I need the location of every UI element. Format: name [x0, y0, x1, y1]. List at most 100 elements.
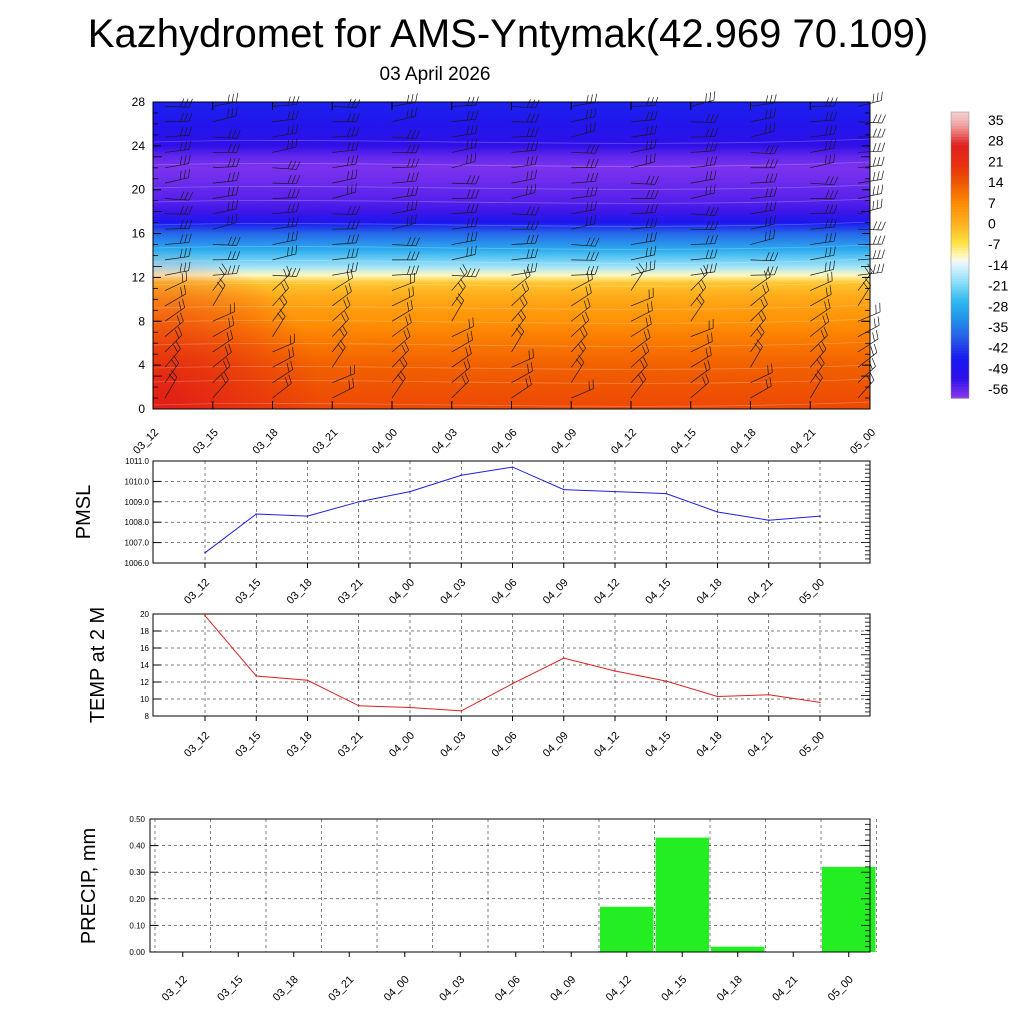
wind-barb-flag — [232, 316, 235, 326]
wind-barb — [810, 111, 838, 123]
wind-barb — [164, 140, 192, 153]
wind-barb-flag — [580, 340, 586, 349]
wind-barb-flag — [291, 160, 297, 170]
wind-barb-flag — [415, 144, 420, 153]
pmsl-data-point — [614, 490, 616, 493]
wind-barb — [272, 267, 301, 277]
wind-barb-flag — [586, 158, 590, 168]
wind-barb-flag — [355, 183, 357, 193]
wind-barb — [391, 327, 411, 353]
heatmap-xtick-label: 04_06 — [490, 427, 520, 457]
pmsl-xtick-label: 03_15 — [233, 577, 263, 607]
wind-barb-flag — [461, 375, 466, 385]
heatmap-xtick-label: 03_21 — [310, 427, 340, 457]
colorbar-segment — [951, 206, 969, 210]
wind-barb-flag — [774, 187, 778, 197]
wind-barb — [511, 99, 540, 109]
wind-barb-flag — [774, 266, 778, 275]
colorbar-segment — [951, 364, 969, 369]
wind-barb-flag — [281, 294, 288, 303]
wind-barb-flag — [227, 216, 229, 226]
wind-barb — [571, 172, 599, 184]
wind-barb-flag — [765, 95, 769, 105]
pmsl-ytick-label: 1010.0 — [125, 477, 150, 486]
colorbar-segment — [951, 239, 969, 244]
colorbar-segment — [951, 167, 969, 171]
heatmap-xtick-label: 04_15 — [669, 427, 699, 457]
wind-barb — [810, 125, 837, 138]
wind-barb-flag — [464, 372, 470, 382]
wind-barb-flag — [877, 235, 882, 245]
temp-xtick-label: 04_21 — [746, 730, 776, 760]
wind-barb-flag — [645, 111, 650, 121]
wind-barb-flag — [337, 343, 344, 352]
wind-barb — [164, 355, 180, 383]
wind-barb-flag — [351, 155, 354, 165]
wind-barb-flag — [645, 126, 649, 136]
wind-barb-flag — [705, 373, 710, 383]
chart-subtitle: 03 April 2026 — [379, 64, 491, 85]
wind-barb-flag — [705, 142, 710, 152]
wind-barb-flag — [226, 332, 230, 342]
wind-barb — [451, 175, 480, 185]
wind-barb-flag — [873, 221, 878, 230]
wind-barb-flag — [284, 279, 289, 289]
wind-barb-flag — [650, 204, 654, 213]
precip-ytick-label: 0.00 — [129, 948, 145, 957]
wind-barb-flag — [698, 293, 705, 302]
colorbar-segment — [951, 178, 969, 183]
wind-barb-flag — [649, 139, 653, 149]
wind-barb — [571, 158, 599, 169]
wind-barb — [272, 347, 295, 368]
colorbar-segment — [951, 236, 969, 241]
wind-barb-flag — [466, 232, 469, 242]
wind-barb-flag — [415, 186, 419, 196]
wind-barb — [630, 110, 658, 123]
wind-barb-flag — [829, 285, 832, 295]
wind-barb-flag — [710, 235, 714, 244]
wind-barb — [212, 185, 239, 199]
wind-barb-flag — [397, 374, 404, 382]
wind-barb-flag — [526, 263, 529, 273]
wind-barb-flag — [876, 92, 879, 102]
wind-barb-flag — [825, 190, 830, 199]
wind-barb-flag — [586, 251, 591, 261]
wind-barb-flag — [645, 247, 648, 257]
pmsl-xtick-label: 04_00 — [387, 577, 417, 607]
wind-barb-flag — [526, 249, 530, 259]
wind-barb-flag — [475, 124, 478, 134]
colorbar-segment — [951, 325, 969, 330]
wind-barb — [164, 340, 181, 368]
wind-barb-flag — [709, 92, 712, 102]
wind-barb-flag — [171, 370, 178, 378]
wind-barb-flag — [406, 201, 409, 211]
wind-barb-flag — [594, 93, 598, 103]
wind-barb — [272, 231, 298, 245]
precip-xtick-label: 04_09 — [548, 974, 578, 1004]
wind-barb — [810, 285, 832, 307]
wind-barb-flag — [773, 122, 776, 132]
precip-xtick-label: 03_21 — [326, 974, 356, 1004]
wind-barb — [690, 113, 719, 123]
wind-barb-flag — [709, 170, 713, 180]
wind-barb — [391, 341, 409, 368]
wind-barb-flag — [528, 350, 530, 360]
wind-barb-flag — [184, 155, 187, 165]
wind-barb-flag — [594, 200, 597, 210]
colorbar-segment — [951, 264, 969, 269]
wind-barb-flag — [821, 341, 827, 350]
wind-barb — [332, 248, 359, 261]
colorbar-segment — [951, 161, 969, 166]
wind-barb — [690, 206, 719, 216]
wind-barb-flag — [654, 176, 659, 185]
wind-barb-flag — [586, 266, 590, 275]
wind-barb — [451, 264, 468, 291]
colorbar-label: 14 — [988, 174, 1004, 190]
colorbar-label: 0 — [988, 216, 996, 232]
wind-barb — [511, 348, 534, 368]
temp-xtick-label: 03_15 — [233, 730, 263, 760]
wind-barb-flag — [519, 298, 525, 307]
wind-barb-flag — [714, 221, 719, 230]
wind-barb-flag — [870, 346, 874, 356]
wind-barb-flag — [818, 344, 824, 353]
